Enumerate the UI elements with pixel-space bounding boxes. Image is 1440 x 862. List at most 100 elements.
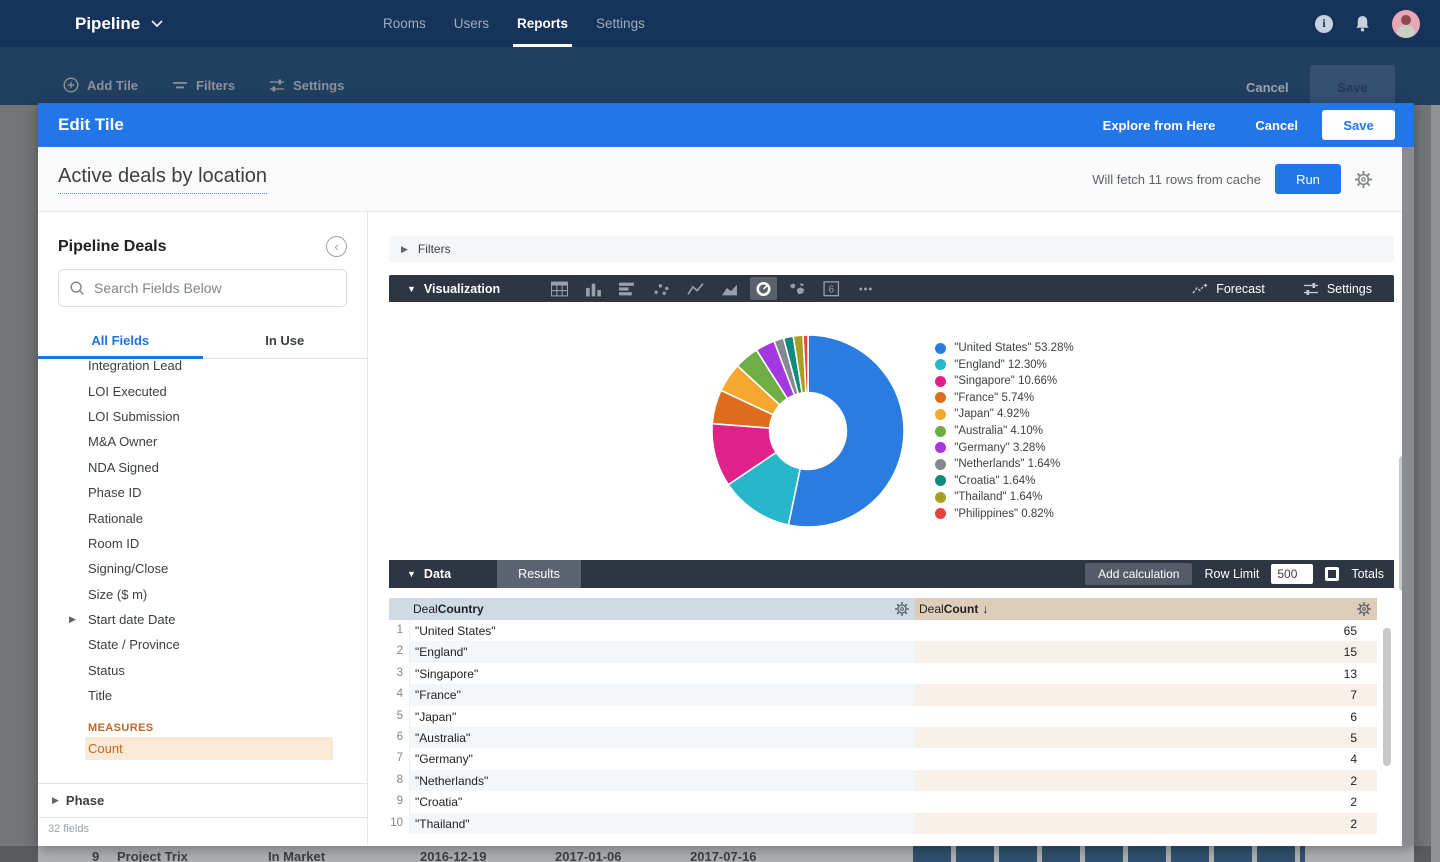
map-chart-icon[interactable] — [784, 277, 811, 300]
legend-item[interactable]: "England" 12.30% — [935, 359, 1073, 371]
scatter-chart-icon[interactable] — [648, 277, 675, 300]
area-chart-icon[interactable] — [716, 277, 743, 300]
measure-item-selected[interactable]: Count — [85, 737, 333, 761]
results-tab[interactable]: Results — [497, 560, 582, 588]
cell-deal-count[interactable]: 2 — [915, 769, 1377, 792]
table-scrollbar[interactable] — [1383, 628, 1391, 766]
tab-in-use[interactable]: In Use — [265, 333, 305, 348]
field-item[interactable]: Size ($ m) — [38, 582, 367, 607]
tab-all-fields[interactable]: All Fields — [38, 323, 203, 359]
nav-link-users[interactable]: Users — [453, 16, 490, 31]
more-icon[interactable] — [852, 277, 879, 300]
page-scrollbar[interactable] — [1431, 105, 1440, 862]
cell-deal-count[interactable]: 2 — [915, 812, 1377, 834]
collapse-sidebar-icon[interactable]: ‹ — [326, 236, 347, 257]
donut-slice-11[interactable] — [802, 334, 810, 394]
single-value-icon[interactable]: 6 — [818, 277, 845, 300]
legend-item[interactable]: "Australia" 4.10% — [935, 425, 1073, 437]
cell-deal-country[interactable]: "Singapore" — [409, 662, 915, 685]
info-icon[interactable]: i — [1315, 14, 1333, 33]
cell-deal-country[interactable]: "France" — [409, 684, 915, 706]
nav-link-settings[interactable]: Settings — [596, 16, 645, 31]
field-item[interactable]: ▶ Start date Date — [38, 607, 367, 632]
donut-slice-1[interactable] — [787, 334, 906, 528]
field-item[interactable]: Rationale — [38, 505, 367, 530]
toolbar-settings-button[interactable]: Settings — [269, 77, 344, 93]
field-item[interactable]: LOI Submission — [38, 404, 367, 429]
search-fields-input[interactable] — [94, 280, 336, 296]
pie-chart-icon[interactable] — [750, 277, 778, 300]
cell-deal-country[interactable]: "Croatia" — [409, 791, 915, 813]
legend-item[interactable]: "France" 5.74% — [935, 392, 1073, 404]
tile-title-input[interactable]: Active deals by location — [58, 165, 268, 194]
dashboard-save-button[interactable]: Save — [1310, 65, 1395, 109]
field-item[interactable]: M&A Owner — [38, 429, 367, 454]
cell-deal-country[interactable]: "Thailand" — [409, 812, 915, 834]
explore-from-here-link[interactable]: Explore from Here — [1102, 117, 1216, 133]
field-item[interactable]: LOI Executed — [38, 378, 367, 403]
legend-item[interactable]: "Croatia" 1.64% — [935, 475, 1073, 487]
expand-arrow-icon[interactable]: ▶ — [52, 795, 59, 805]
cell-deal-country[interactable]: "England" — [409, 641, 915, 663]
cell-deal-country[interactable]: "United States" — [409, 620, 915, 642]
cell-deal-count[interactable]: 5 — [915, 726, 1377, 749]
modal-scrollbar[interactable] — [1402, 147, 1414, 846]
legend-item[interactable]: "Philippines" 0.82% — [935, 508, 1073, 520]
cell-deal-count[interactable]: 4 — [1350, 752, 1357, 767]
field-item[interactable]: NDA Signed — [38, 455, 367, 480]
toolbar-add-tile-button[interactable]: Add Tile — [63, 77, 138, 93]
run-button[interactable]: Run — [1275, 164, 1341, 194]
forecast-button[interactable]: Forecast — [1192, 282, 1265, 296]
legend-item[interactable]: "Japan" 4.92% — [935, 408, 1073, 420]
cell-deal-count[interactable]: 65 — [1343, 624, 1357, 638]
field-item[interactable]: Room ID — [38, 531, 367, 556]
cell-deal-count[interactable]: 15 — [915, 641, 1377, 663]
save-button[interactable]: Save — [1322, 110, 1395, 140]
nav-link-rooms[interactable]: Rooms — [383, 16, 426, 31]
field-item[interactable]: Phase ID — [38, 480, 367, 505]
cell-deal-country[interactable]: "Germany" — [409, 748, 915, 770]
legend-item[interactable]: "United States" 53.28% — [935, 342, 1074, 354]
cell-deal-count[interactable]: 7 — [915, 684, 1377, 706]
viz-settings-button[interactable]: Settings — [1303, 282, 1372, 296]
field-group-phase[interactable]: ▶ Phase — [38, 783, 367, 817]
column-gear-icon[interactable] — [895, 602, 909, 616]
workspace-switcher[interactable]: Pipeline — [75, 0, 163, 47]
add-calculation-button[interactable]: Add calculation — [1085, 563, 1193, 585]
field-item[interactable]: Signing/Close — [38, 556, 367, 581]
legend-item[interactable]: "Netherlands" 1.64% — [935, 458, 1073, 470]
column-header-deal-count[interactable]: Deal Count ↓ — [915, 598, 1377, 620]
bar-chart-icon[interactable] — [614, 277, 641, 300]
row-limit-input[interactable] — [1271, 564, 1314, 584]
cancel-button[interactable]: Cancel — [1255, 117, 1298, 133]
column-gear-icon[interactable] — [1357, 602, 1371, 616]
cell-deal-count[interactable]: 2 — [1350, 795, 1357, 810]
line-chart-icon[interactable] — [682, 277, 709, 300]
toolbar-filters-button[interactable]: Filters — [172, 77, 235, 93]
legend-item[interactable]: "Germany" 3.28% — [935, 442, 1073, 454]
legend-item[interactable]: "Thailand" 1.64% — [935, 491, 1073, 503]
field-item[interactable]: State / Province — [38, 632, 367, 657]
cell-deal-country[interactable]: "Japan" — [409, 705, 915, 727]
user-avatar[interactable] — [1392, 9, 1420, 38]
nav-link-reports[interactable]: Reports — [513, 0, 573, 47]
field-item[interactable]: Status — [38, 658, 367, 683]
cell-deal-count[interactable]: 13 — [1343, 666, 1357, 681]
cell-deal-country[interactable]: "Australia" — [409, 726, 915, 749]
visualization-section-toggle[interactable]: ▼ Visualization — [389, 282, 500, 296]
notifications-bell-icon[interactable] — [1353, 14, 1372, 33]
column-chart-icon[interactable] — [580, 277, 607, 300]
data-section-toggle[interactable]: ▼ Data — [389, 567, 451, 581]
totals-checkbox[interactable] — [1325, 567, 1340, 581]
dashboard-cancel-button[interactable]: Cancel — [1246, 80, 1289, 95]
column-header-deal-country[interactable]: Deal Country — [409, 598, 915, 620]
filters-section-header[interactable]: ▶ Filters — [389, 236, 1394, 262]
field-item[interactable]: Integration Lead — [38, 359, 367, 378]
cell-deal-count[interactable]: 6 — [1350, 709, 1357, 724]
field-item[interactable]: Title — [38, 683, 367, 708]
legend-item[interactable]: "Singapore" 10.66% — [935, 375, 1073, 387]
cell-deal-country[interactable]: "Netherlands" — [409, 769, 915, 792]
expand-arrow-icon[interactable]: ▶ — [69, 614, 76, 625]
query-settings-gear-icon[interactable] — [1355, 170, 1372, 188]
table-icon[interactable] — [546, 277, 573, 300]
